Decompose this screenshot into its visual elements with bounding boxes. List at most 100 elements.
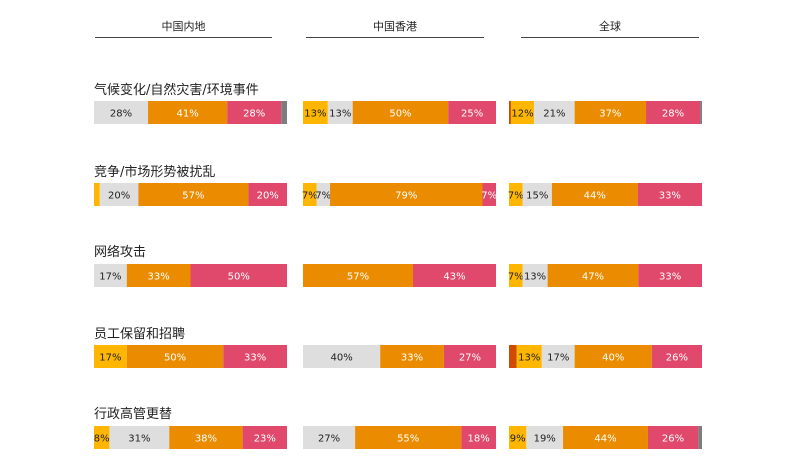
data-label: 26%: [666, 352, 688, 363]
data-label: 26%: [662, 433, 684, 444]
bar-segment: [461, 426, 496, 449]
data-label: 40%: [330, 352, 352, 363]
data-label: 23%: [254, 433, 276, 444]
bar-segment: [303, 183, 317, 206]
data-label: 7%: [508, 271, 524, 282]
data-label: 44%: [594, 433, 616, 444]
data-label: 38%: [195, 433, 217, 444]
data-label: 17%: [99, 271, 121, 282]
data-label: 40%: [602, 352, 624, 363]
data-label: 31%: [128, 433, 150, 444]
panel-header: 中国内地: [162, 19, 206, 33]
data-label: 19%: [534, 433, 556, 444]
category-label: 行政高管更替: [94, 406, 172, 422]
bar-segment: [303, 101, 328, 124]
bar-segment: [509, 183, 523, 206]
data-label: 7%: [302, 190, 318, 201]
data-label: 7%: [481, 190, 497, 201]
data-label: 20%: [257, 190, 279, 201]
data-label: 28%: [110, 108, 132, 119]
bar-segment: [109, 426, 170, 449]
bar-segment: [563, 426, 648, 449]
data-label: 13%: [518, 352, 540, 363]
bar-segment: [509, 426, 527, 449]
data-label: 13%: [329, 108, 351, 119]
bar-segment: [534, 101, 575, 124]
data-label: 27%: [318, 433, 340, 444]
bar-segment: [303, 345, 381, 368]
bar-segment: [94, 101, 149, 124]
data-label: 13%: [304, 108, 326, 119]
bar-segment: [248, 183, 287, 206]
data-label: 57%: [347, 271, 369, 282]
bar-segment: [482, 183, 496, 206]
data-label: 27%: [459, 352, 481, 363]
bar-segment: [303, 426, 356, 449]
bar-segment: [551, 183, 638, 206]
data-label: 44%: [584, 190, 606, 201]
bar-segment: [646, 101, 701, 124]
bar-segment: [413, 264, 496, 287]
data-label: 18%: [468, 433, 490, 444]
bar-segment: [227, 101, 282, 124]
bar-segment: [94, 345, 127, 368]
bar-segment: [94, 426, 110, 449]
bar-segment: [509, 101, 511, 124]
bar-segment: [522, 183, 552, 206]
bar-segment: [448, 101, 496, 124]
category-label: 网络攻击: [94, 244, 146, 260]
data-label: 17%: [99, 352, 121, 363]
bar-segment: [638, 264, 702, 287]
data-label: 21%: [543, 108, 565, 119]
bar-segment: [516, 345, 542, 368]
data-label: 12%: [511, 108, 533, 119]
bar-segment: [510, 101, 535, 124]
bar-segment: [526, 426, 564, 449]
data-label: 43%: [443, 271, 465, 282]
bar-segment: [242, 426, 287, 449]
bar-segment: [94, 183, 100, 206]
data-label: 7%: [508, 190, 524, 201]
bar-segment: [637, 183, 702, 206]
bar-segment: [138, 183, 249, 206]
bar-segment: [574, 345, 652, 368]
data-label: 41%: [176, 108, 198, 119]
bar-segment: [94, 264, 127, 287]
data-label: 57%: [182, 190, 204, 201]
bar-segment: [651, 345, 702, 368]
bar-segment: [509, 264, 523, 287]
data-label: 55%: [397, 433, 419, 444]
data-label: 7%: [315, 190, 331, 201]
data-label: 28%: [662, 108, 684, 119]
bar-segment: [355, 426, 462, 449]
bar-segment: [647, 426, 699, 449]
bar-segment: [126, 345, 224, 368]
bar-segment: [148, 101, 228, 124]
bar-segment: [541, 345, 575, 368]
data-label: 79%: [395, 190, 417, 201]
data-label: 50%: [389, 108, 411, 119]
bar-segment: [443, 345, 496, 368]
bar-segment: [190, 264, 287, 287]
bar-segment: [223, 345, 287, 368]
data-label: 33%: [659, 190, 681, 201]
data-label: 13%: [524, 271, 546, 282]
bar-segment: [700, 101, 702, 124]
data-label: 9%: [510, 433, 526, 444]
bar-segment: [574, 101, 647, 124]
bar-segment: [169, 426, 243, 449]
data-label: 20%: [108, 190, 130, 201]
data-label: 28%: [243, 108, 265, 119]
bar-segment: [330, 183, 483, 206]
data-label: 33%: [401, 352, 423, 363]
category-label: 竞争/市场形势被扰乱: [94, 164, 215, 180]
bar-segment: [509, 345, 517, 368]
bar-segment: [547, 264, 639, 287]
bar-segment: [352, 101, 449, 124]
category-label: 员工保留和招聘: [94, 327, 185, 342]
data-label: 50%: [228, 271, 250, 282]
data-label: 33%: [244, 352, 266, 363]
data-label: 37%: [599, 108, 621, 119]
data-label: 15%: [526, 190, 548, 201]
